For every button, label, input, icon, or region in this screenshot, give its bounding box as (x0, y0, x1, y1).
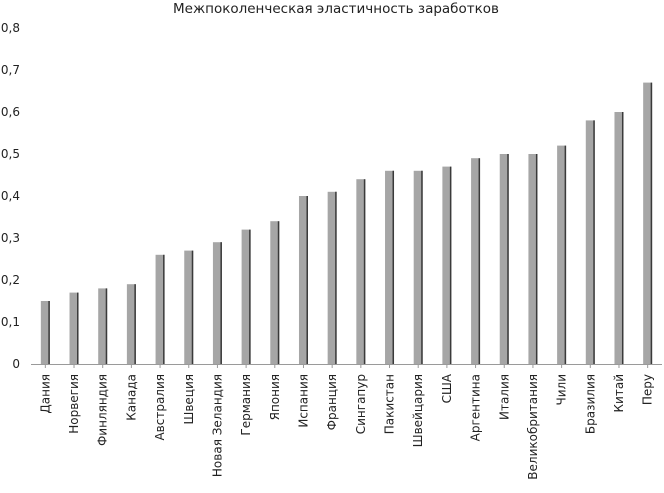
x-tick-label: Норвегия (67, 374, 81, 434)
bar (356, 179, 366, 364)
bar (184, 250, 194, 364)
bar (499, 154, 509, 364)
bar (126, 284, 136, 364)
x-tick-label: Германия (239, 374, 253, 436)
bar (614, 112, 624, 364)
y-axis: 0 0,1 0,2 0,3 0,4 0,5 0,6 0,7 0,8 (1, 21, 20, 371)
y-tick-label: 0,1 (1, 315, 20, 329)
bar (69, 292, 79, 364)
x-tick-label: Италия (497, 374, 511, 420)
x-tick-label: Перу (641, 374, 655, 405)
bar (413, 170, 423, 364)
x-tick-label: Швейцария (411, 374, 425, 447)
bar (585, 120, 595, 365)
bar (298, 196, 308, 364)
x-tick-label: Пакистан (383, 374, 397, 434)
x-tick-label: Канада (124, 374, 138, 421)
bar (327, 191, 337, 364)
chart-title: Межпоколенческая эластичность заработков (173, 1, 499, 17)
bar (155, 254, 165, 364)
y-tick-label: 0,3 (1, 231, 20, 245)
bar (270, 221, 280, 364)
y-tick-label: 0 (12, 357, 20, 371)
y-tick-label: 0,7 (1, 63, 20, 77)
bar (471, 158, 481, 364)
y-tick-label: 0,5 (1, 147, 20, 161)
x-tick-label: Великобритания (526, 374, 540, 480)
bar (442, 166, 452, 364)
bar (643, 82, 653, 364)
y-tick-label: 0,6 (1, 105, 20, 119)
bar (385, 170, 395, 364)
y-tick-label: 0,4 (1, 189, 20, 203)
x-tick-label: Бразилия (583, 374, 597, 434)
x-tick-label: Франция (325, 374, 339, 430)
x-tick-label: Китай (612, 374, 626, 412)
x-tick-label: Чили (555, 374, 569, 406)
bar (557, 145, 567, 364)
x-tick-label: Аргентина (469, 374, 483, 441)
x-axis (31, 364, 662, 368)
bar (528, 154, 538, 364)
bar (98, 288, 108, 364)
x-tick-label: Дания (38, 374, 52, 414)
bar (241, 229, 251, 364)
y-tick-label: 0,8 (1, 21, 20, 35)
bar (212, 242, 222, 364)
x-tick-label: Япония (268, 374, 282, 420)
y-tick-label: 0,2 (1, 273, 20, 287)
x-tick-label: Новая Зеландия (210, 374, 224, 477)
x-tick-label: США (440, 373, 454, 403)
x-tick-label: Финляндия (96, 374, 110, 446)
x-tick-label: Сингапур (354, 374, 368, 434)
x-tick-labels: Дания Норвегия Финляндия Канада Австралия Шве… (38, 373, 654, 479)
bar (40, 301, 50, 364)
x-tick-label: Австралия (153, 374, 167, 441)
bars (40, 82, 653, 365)
x-tick-label: Испания (296, 374, 310, 428)
x-tick-label: Швеция (182, 374, 196, 424)
